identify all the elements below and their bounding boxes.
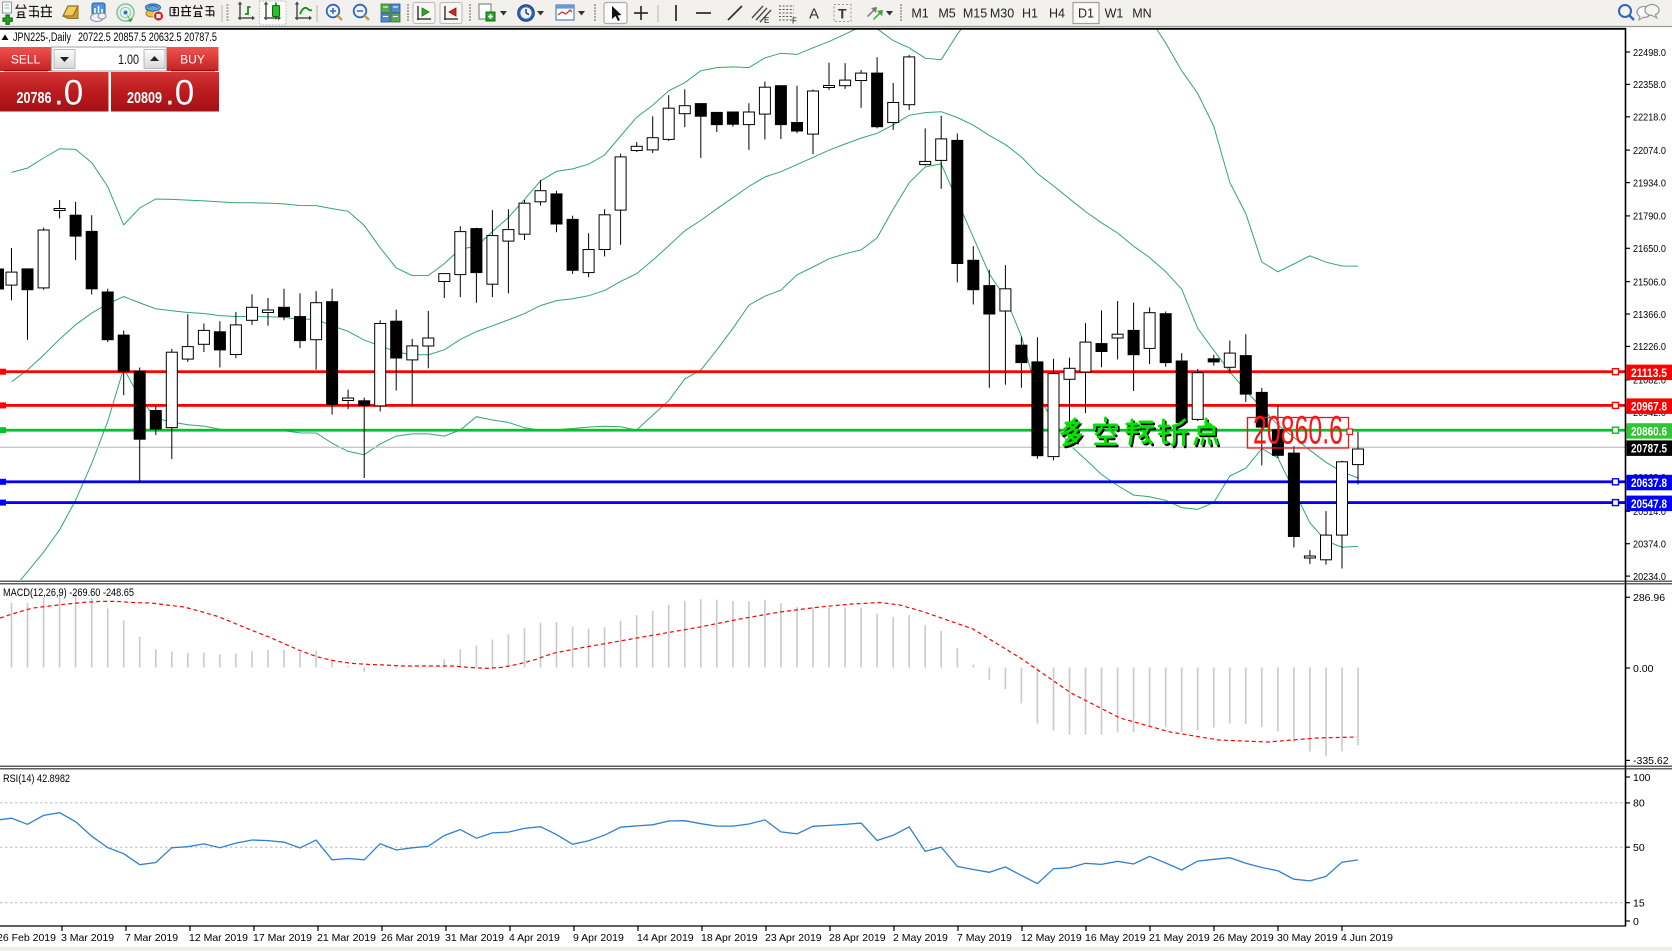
svg-text:23 Apr 2019: 23 Apr 2019 bbox=[765, 932, 822, 944]
svg-text:17 Mar 2019: 17 Mar 2019 bbox=[253, 932, 312, 944]
svg-text:22498.0: 22498.0 bbox=[1633, 47, 1666, 59]
svg-text:H1: H1 bbox=[1022, 7, 1038, 21]
svg-text:20860.6: 20860.6 bbox=[1631, 426, 1667, 438]
svg-text:7 Mar 2019: 7 Mar 2019 bbox=[125, 932, 178, 944]
svg-text:.0: .0 bbox=[54, 74, 83, 113]
svg-text:-335.62: -335.62 bbox=[1633, 755, 1669, 767]
svg-text:26 Mar 2019: 26 Mar 2019 bbox=[381, 932, 440, 944]
svg-text:21226.0: 21226.0 bbox=[1633, 341, 1666, 353]
svg-text:20809: 20809 bbox=[127, 90, 162, 107]
svg-text:0: 0 bbox=[1633, 916, 1639, 928]
svg-text:4 Apr 2019: 4 Apr 2019 bbox=[509, 932, 560, 944]
svg-text:20722.5 20857.5 20632.5 20787.: 20722.5 20857.5 20632.5 20787.5 bbox=[78, 32, 217, 44]
svg-text:12 May 2019: 12 May 2019 bbox=[1021, 932, 1082, 944]
svg-text:26 May 2019: 26 May 2019 bbox=[1213, 932, 1274, 944]
svg-text:2 May 2019: 2 May 2019 bbox=[893, 932, 948, 944]
svg-text:0.00: 0.00 bbox=[1633, 663, 1654, 675]
svg-text:20787.5: 20787.5 bbox=[1631, 444, 1668, 456]
svg-text:21650.0: 21650.0 bbox=[1633, 243, 1666, 255]
svg-text:MACD(12,26,9) -269.60 -248.65: MACD(12,26,9) -269.60 -248.65 bbox=[3, 587, 134, 599]
svg-text:22074.0: 22074.0 bbox=[1633, 145, 1666, 157]
svg-text:20967.8: 20967.8 bbox=[1631, 402, 1668, 414]
svg-text:21113.5: 21113.5 bbox=[1631, 368, 1668, 380]
svg-text:9 Apr 2019: 9 Apr 2019 bbox=[573, 932, 624, 944]
svg-text:BUY: BUY bbox=[180, 53, 205, 67]
svg-text:JPN225-,Daily: JPN225-,Daily bbox=[13, 32, 71, 44]
svg-text:D1: D1 bbox=[1078, 7, 1094, 21]
svg-text:SELL: SELL bbox=[11, 53, 41, 67]
svg-text:21506.0: 21506.0 bbox=[1633, 276, 1666, 288]
svg-text:286.96: 286.96 bbox=[1633, 592, 1665, 604]
svg-text:18 Apr 2019: 18 Apr 2019 bbox=[701, 932, 758, 944]
svg-text:H4: H4 bbox=[1049, 7, 1065, 21]
svg-text:22358.0: 22358.0 bbox=[1633, 79, 1666, 91]
svg-text:80: 80 bbox=[1633, 798, 1645, 810]
svg-text:3 Mar 2019: 3 Mar 2019 bbox=[61, 932, 114, 944]
svg-text:50: 50 bbox=[1633, 842, 1645, 854]
svg-text:4 Jun 2019: 4 Jun 2019 bbox=[1341, 932, 1393, 944]
svg-text:RSI(14) 42.8982: RSI(14) 42.8982 bbox=[3, 773, 70, 785]
svg-text:21 May 2019: 21 May 2019 bbox=[1149, 932, 1210, 944]
svg-text:14 Apr 2019: 14 Apr 2019 bbox=[637, 932, 694, 944]
svg-text:M15: M15 bbox=[963, 7, 987, 21]
svg-text:.0: .0 bbox=[165, 74, 194, 113]
svg-text:20786: 20786 bbox=[17, 90, 52, 107]
svg-text:20860.6: 20860.6 bbox=[1253, 409, 1343, 453]
svg-text:26 Feb 2019: 26 Feb 2019 bbox=[0, 932, 56, 944]
svg-text:20374.0: 20374.0 bbox=[1633, 539, 1666, 551]
svg-text:7 May 2019: 7 May 2019 bbox=[957, 932, 1012, 944]
svg-text:100: 100 bbox=[1633, 772, 1651, 784]
svg-text:16 May 2019: 16 May 2019 bbox=[1085, 932, 1146, 944]
svg-text:A: A bbox=[809, 6, 819, 23]
svg-text:20637.8: 20637.8 bbox=[1631, 478, 1668, 490]
svg-text:F: F bbox=[792, 17, 797, 26]
svg-text:21 Mar 2019: 21 Mar 2019 bbox=[317, 932, 376, 944]
svg-text:M30: M30 bbox=[990, 7, 1014, 21]
svg-text:M1: M1 bbox=[911, 7, 928, 21]
svg-text:21934.0: 21934.0 bbox=[1633, 177, 1666, 189]
svg-text:12 Mar 2019: 12 Mar 2019 bbox=[189, 932, 248, 944]
svg-text:T: T bbox=[838, 6, 847, 22]
svg-text:21366.0: 21366.0 bbox=[1633, 309, 1666, 321]
svg-text:30 May 2019: 30 May 2019 bbox=[1277, 932, 1338, 944]
svg-text:15: 15 bbox=[1633, 898, 1645, 910]
svg-text:28 Apr 2019: 28 Apr 2019 bbox=[829, 932, 886, 944]
svg-text:E: E bbox=[764, 16, 769, 25]
svg-text:21790.0: 21790.0 bbox=[1633, 211, 1666, 223]
svg-text:M5: M5 bbox=[938, 7, 955, 21]
svg-text:1.00: 1.00 bbox=[118, 52, 139, 67]
svg-text:20547.8: 20547.8 bbox=[1631, 499, 1668, 511]
svg-text:W1: W1 bbox=[1105, 7, 1124, 21]
svg-text:MN: MN bbox=[1132, 7, 1151, 21]
svg-text:22218.0: 22218.0 bbox=[1633, 112, 1666, 124]
svg-text:31 Mar 2019: 31 Mar 2019 bbox=[445, 932, 504, 944]
svg-text:20234.0: 20234.0 bbox=[1633, 571, 1666, 583]
